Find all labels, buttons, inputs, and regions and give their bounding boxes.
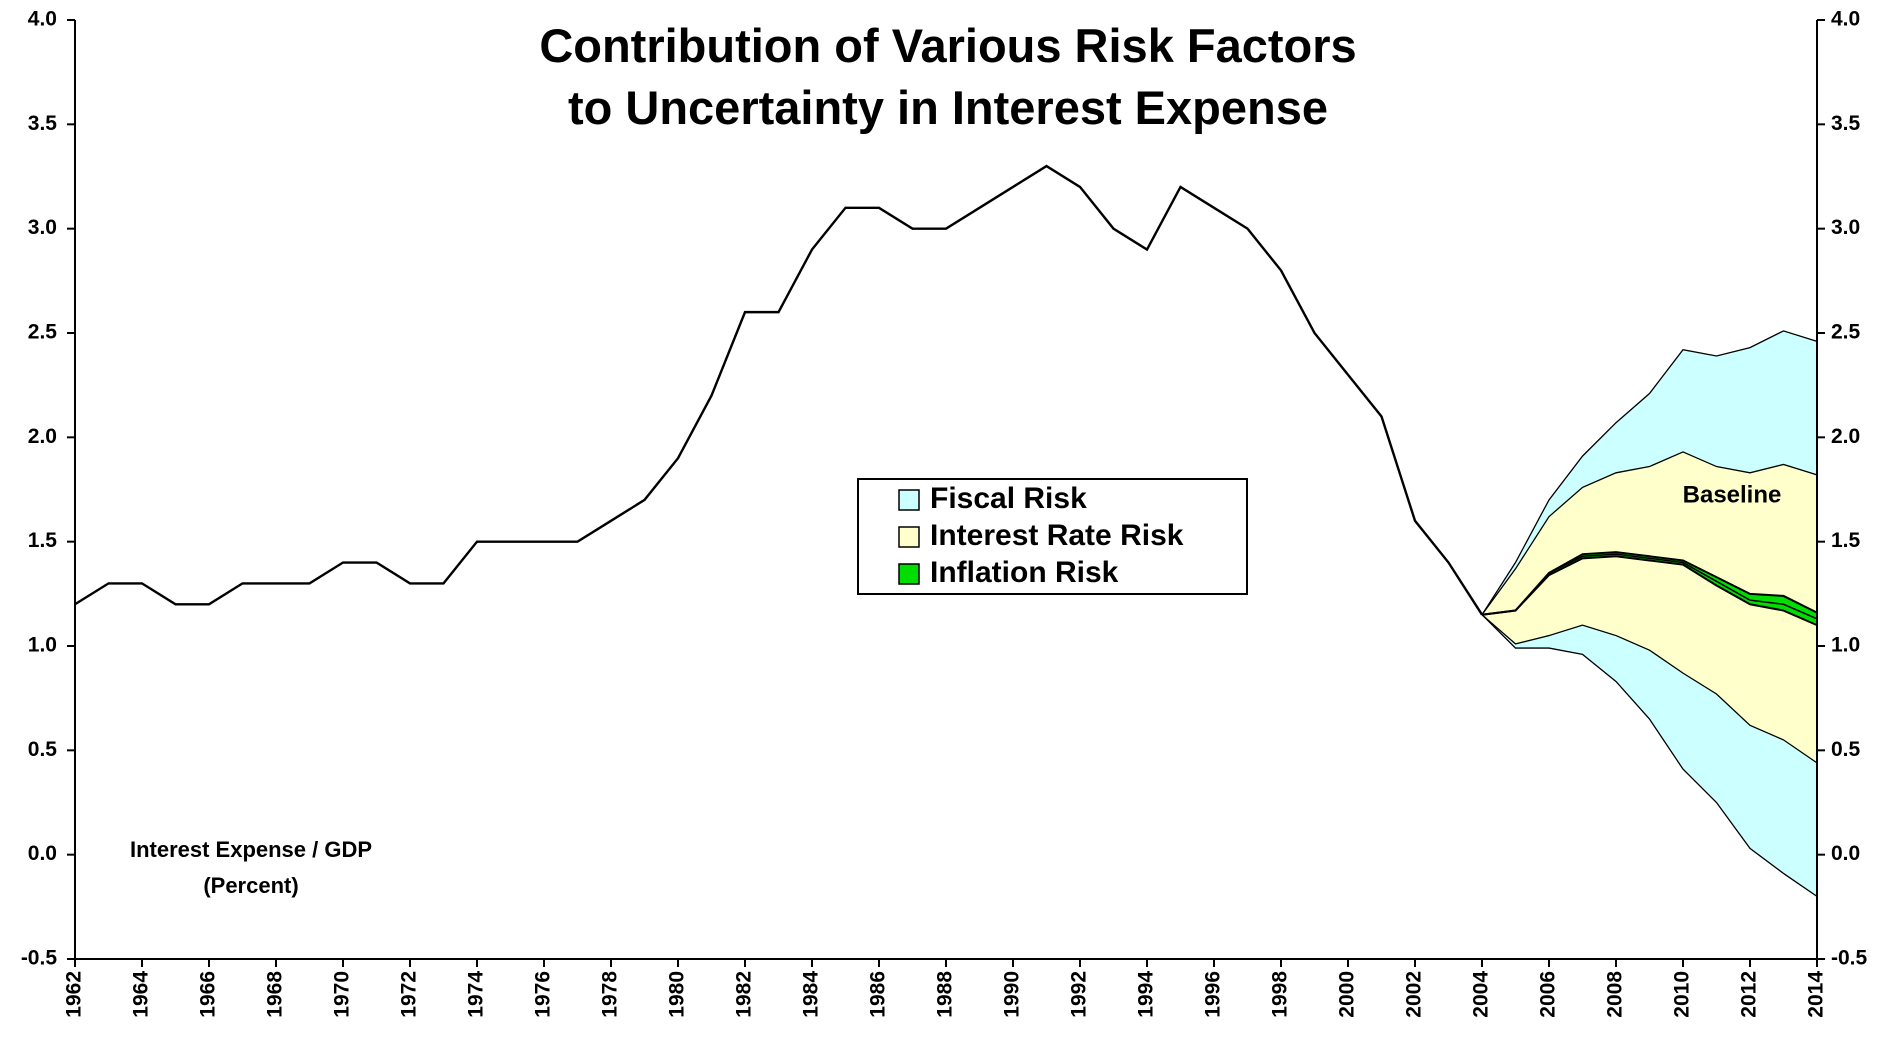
x-tick-label: 2010 <box>1671 971 1694 1018</box>
x-tick-label: 1970 <box>331 971 354 1018</box>
annotation: Baseline <box>1683 481 1782 508</box>
y-tick-label: 2.5 <box>28 321 58 344</box>
y2-tick-label: 3.0 <box>1831 216 1860 239</box>
data-line <box>74 164 1484 616</box>
x-tick-label: 2002 <box>1403 971 1426 1018</box>
chart-title: Contribution of Various Risk Factors <box>539 19 1356 72</box>
x-tick-label: 1974 <box>465 971 488 1018</box>
y-tick-label: 0.0 <box>28 842 57 865</box>
legend-swatch <box>898 526 920 548</box>
x-tick-label: 1992 <box>1068 971 1091 1018</box>
legend-swatch <box>898 489 920 511</box>
y2-tick-label: 1.0 <box>1831 634 1860 657</box>
band-edge <box>1481 614 1818 897</box>
y2-tick-label: 0.5 <box>1831 738 1861 761</box>
x-tick-label: 1996 <box>1202 971 1225 1018</box>
y-tick-label: 3.5 <box>28 112 58 135</box>
y-tick-label: 1.5 <box>28 529 58 552</box>
x-tick-label: 1988 <box>934 971 957 1018</box>
x-tick-label: 1968 <box>264 971 287 1018</box>
legend-swatch <box>898 563 920 585</box>
x-tick-label: 1980 <box>666 971 689 1018</box>
band-edge <box>1481 614 1818 764</box>
band-edge <box>1481 451 1818 616</box>
x-tick-label: 2004 <box>1470 971 1493 1018</box>
x-tick-label: 1964 <box>130 971 153 1018</box>
y-tick-label: -0.5 <box>21 947 58 970</box>
x-tick-label: 1976 <box>532 971 555 1018</box>
y-tick-label: 2.0 <box>28 425 57 448</box>
legend-label: Inflation Risk <box>930 556 1119 589</box>
x-tick-label: 2014 <box>1805 971 1828 1018</box>
x-tick-label: 1990 <box>1001 971 1024 1018</box>
x-tick-label: 1972 <box>398 971 421 1018</box>
y-tick-label: 1.0 <box>28 634 57 657</box>
band-edge <box>1481 330 1818 616</box>
chart-title: to Uncertainty in Interest Expense <box>568 81 1328 134</box>
baseline-line <box>1481 553 1818 620</box>
annotation: (Percent) <box>203 873 298 898</box>
x-tick-label: 1966 <box>197 971 220 1018</box>
x-tick-label: 2000 <box>1336 971 1359 1018</box>
x-tick-label: 1962 <box>63 971 86 1018</box>
band-area <box>1482 451 1817 763</box>
x-tick-label: 2008 <box>1604 971 1627 1018</box>
x-tick-label: 1978 <box>599 971 622 1018</box>
y2-tick-label: 0.0 <box>1831 842 1860 865</box>
annotation: Interest Expense / GDP <box>130 837 372 862</box>
x-tick-label: 1986 <box>867 971 890 1018</box>
y2-tick-label: 1.5 <box>1831 529 1861 552</box>
x-tick-label: 1998 <box>1269 971 1292 1018</box>
y-tick-label: 3.0 <box>28 216 57 239</box>
band-edge <box>1481 555 1818 627</box>
y2-tick-label: 2.5 <box>1831 321 1861 344</box>
legend-label: Fiscal Risk <box>930 482 1087 515</box>
y2-tick-label: 4.0 <box>1831 8 1860 31</box>
y-tick-label: 0.5 <box>28 738 58 761</box>
y2-tick-label: -0.5 <box>1831 947 1868 970</box>
legend-box <box>857 478 1248 595</box>
x-tick-label: 2006 <box>1537 971 1560 1018</box>
y2-tick-label: 2.0 <box>1831 425 1860 448</box>
legend-label: Interest Rate Risk <box>930 519 1184 552</box>
x-tick-label: 2012 <box>1738 971 1761 1018</box>
y-tick-label: 4.0 <box>28 8 57 31</box>
y2-tick-label: 3.5 <box>1831 112 1861 135</box>
x-tick-label: 1984 <box>800 971 823 1018</box>
x-tick-label: 1982 <box>733 971 756 1018</box>
x-tick-label: 1994 <box>1135 971 1158 1018</box>
